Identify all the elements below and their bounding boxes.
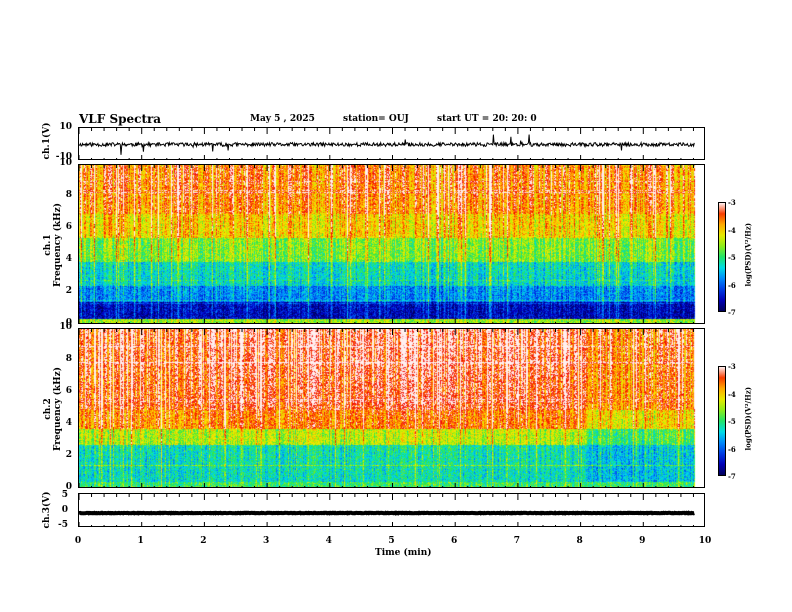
x-axis-label: Time (min): [375, 548, 432, 558]
x-tick-label: 3: [262, 536, 270, 546]
x-tick-label: 1: [137, 536, 144, 546]
ch3-waveform-panel: [78, 493, 705, 527]
ch1-spectrogram-panel: [78, 164, 705, 324]
ch2-spectrogram-ytick: 10: [59, 322, 72, 332]
ch2-spectrogram-colorbar-tick: -7: [728, 472, 736, 481]
ch1-spectrogram-axes: [79, 165, 694, 323]
ch3-ytick-mid: 0: [61, 505, 68, 515]
ch2-spectrogram-ytick: 2: [65, 450, 72, 460]
ch2-spectrogram-colorbar-tick: -4: [728, 389, 736, 399]
x-tick-label: 9: [639, 536, 646, 546]
ch1-spectrogram-ytick: 4: [65, 254, 72, 264]
ch1-waveform-panel: [78, 127, 705, 160]
station-label: station= OUJ: [343, 114, 409, 124]
x-tick-label: 5: [388, 536, 395, 546]
date-label: May 5 , 2025: [250, 114, 315, 124]
ch1-spectrogram-colorbar-tick: -4: [728, 225, 736, 235]
x-tick-label: 10: [698, 536, 712, 546]
ch3-waveform-plot: [79, 494, 695, 526]
ch2-spectrogram-axes: [79, 329, 694, 487]
ch1-spectrogram-colorbar-tick: -6: [728, 280, 736, 290]
ch1-ytick-bottom: -10: [55, 152, 72, 162]
ch1-spectrogram-ytick: 2: [65, 286, 72, 296]
ch3-waveform-trace: [79, 510, 695, 516]
ch2-spectrogram-ytick: 8: [65, 354, 72, 364]
x-tick-label: 4: [325, 536, 332, 546]
ch1-colorbar: [718, 202, 726, 312]
ch1-spectrogram-colorbar-tick: -5: [728, 253, 736, 262]
ch2-spectrogram-colorbar-tick: -3: [728, 362, 736, 371]
ch2-spectrogram-ylabel-2: Frequency (kHz): [53, 367, 63, 452]
ch1-spectrogram-ytick: 8: [65, 190, 72, 200]
ch2-colorbar-label: log(PSD)(V²/Hz): [743, 386, 753, 451]
ch1-spectrogram-ytick: 10: [59, 158, 72, 168]
ch1-spectrogram-heatmap: [79, 165, 704, 323]
ch1-spectrogram-colorbar-tick: -3: [728, 198, 736, 207]
ch1-waveform-plot: [79, 128, 695, 159]
x-tick-label: 2: [200, 536, 207, 546]
ch1-spectrogram-ylabel-1: ch.1: [43, 234, 53, 256]
ch3-ytick-bottom: -5: [58, 520, 68, 530]
ch1-spectrogram-ytick: 6: [65, 222, 72, 232]
ch2-colorbar: [718, 366, 726, 476]
ch1-spectrogram-ylabel-2: Frequency (kHz): [53, 203, 63, 288]
ch2-spectrogram-panel: [78, 328, 705, 488]
ch2-spectrogram-ytick: 4: [65, 418, 72, 428]
ch1-ytick-top: 10: [59, 122, 72, 132]
plot-title: VLF Spectra: [79, 112, 162, 126]
ch2-spectrogram-heatmap: [79, 329, 704, 487]
ch1-spectrogram-ytick: 0: [65, 318, 72, 328]
x-tick-label: 6: [451, 536, 458, 546]
x-tick-label: 7: [513, 536, 521, 546]
ch3-ytick-top: 5: [61, 490, 68, 500]
ch2-spectrogram-ytick: 0: [65, 482, 72, 492]
ch2-spectrogram-colorbar-tick: -5: [728, 417, 736, 426]
start-time-label: start UT = 20: 20: 0: [437, 114, 537, 124]
x-tick-label: 8: [576, 536, 583, 546]
ch2-spectrogram-ylabel-1: ch.2: [43, 398, 53, 420]
ch1-spectrogram-colorbar-tick: -7: [728, 308, 736, 317]
ch1-waveform-trace: [79, 134, 695, 155]
ch2-spectrogram-ytick: 6: [65, 386, 72, 396]
ch2-spectrogram-colorbar-tick: -6: [728, 444, 736, 454]
ch1-colorbar-label: log(PSD)(V²/Hz): [743, 222, 753, 287]
x-tick-label: 0: [74, 536, 82, 546]
